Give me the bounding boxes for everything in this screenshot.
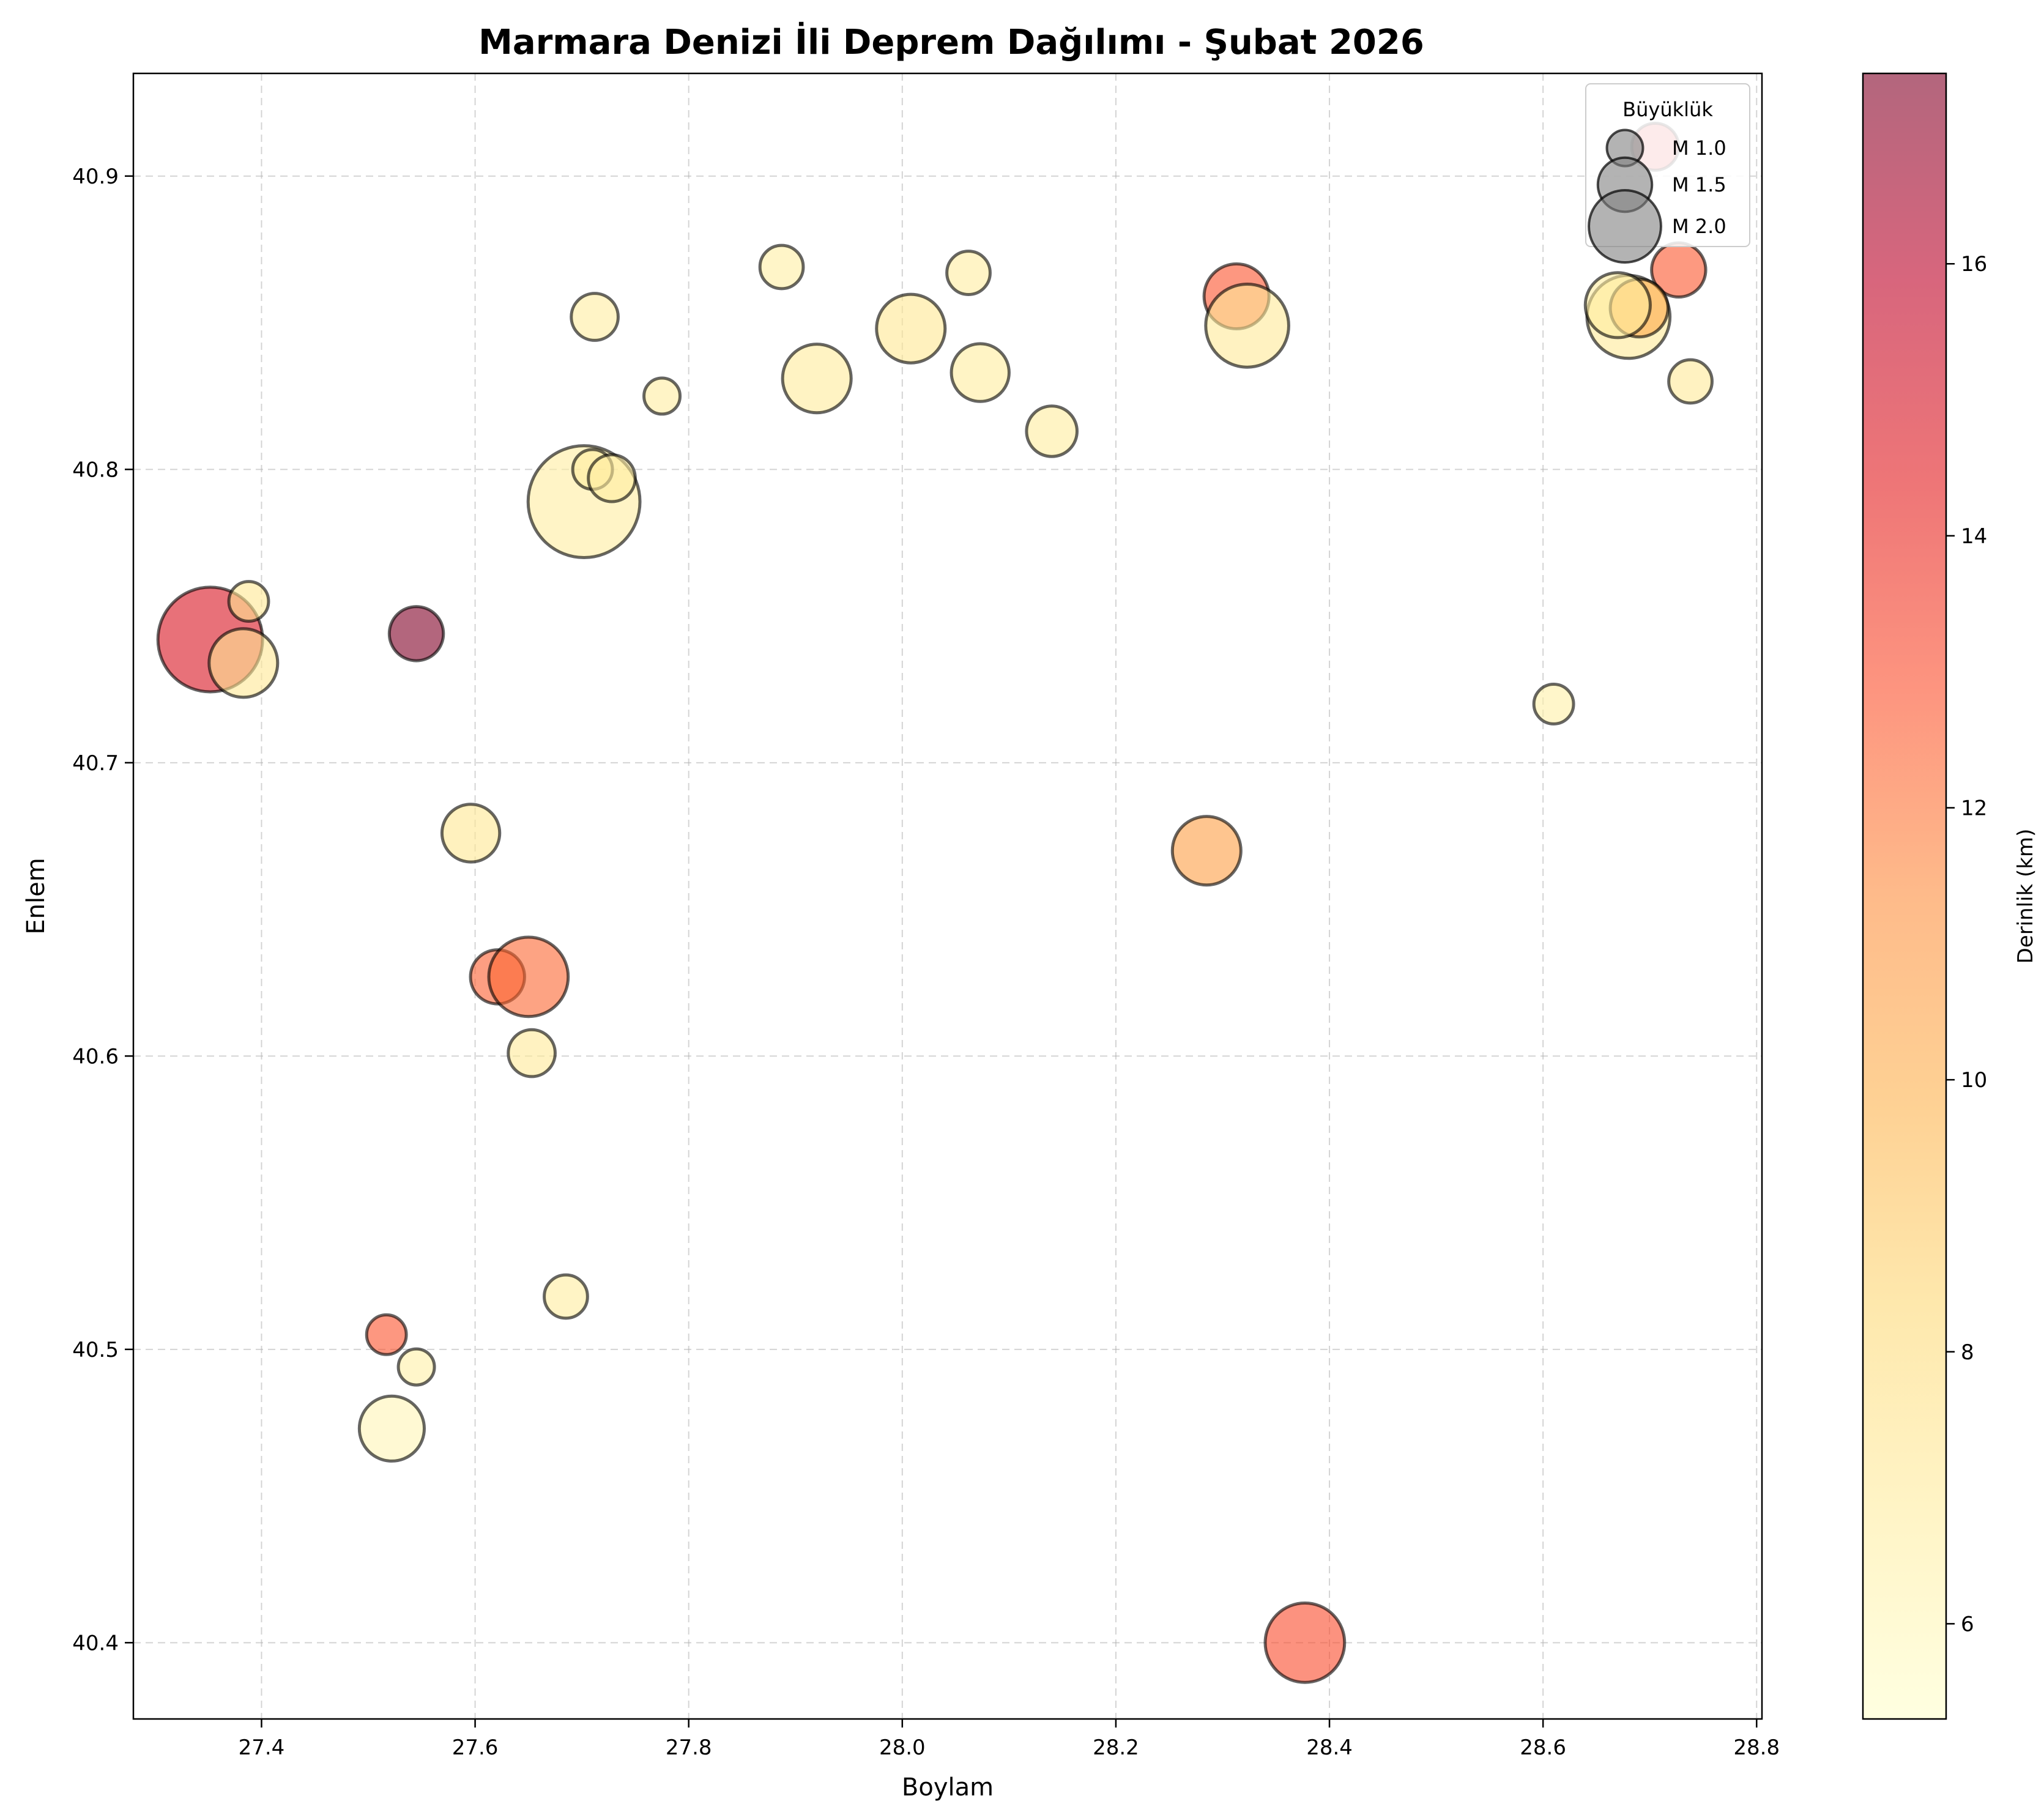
earthquake-point: [357, 1394, 426, 1463]
y-axis-ticks: 40.4 40.5 40.6 40.7 40.8 40.9: [72, 165, 133, 1655]
earthquake-point: [440, 803, 502, 864]
earthquake-point: [945, 250, 992, 296]
earthquake-point: [396, 1347, 436, 1387]
colorbar-tick-label: 6: [1961, 1612, 1974, 1636]
earthquake-point: [1667, 358, 1714, 405]
colorbar-tick-label: 12: [1961, 796, 1987, 820]
legend-label: M 2.0: [1672, 215, 1726, 238]
colorbar-frame: [1862, 72, 1947, 1720]
earthquake-point: [875, 292, 947, 365]
legend-title: Büyüklük: [1622, 98, 1713, 121]
earthquake-point: [587, 453, 637, 503]
x-axis-ticks: 27.4 27.6 27.8 28.0 28.2 28.4 28.6 28.8: [239, 1719, 1780, 1760]
earthquake-point: [1532, 682, 1575, 726]
grid-lines: [133, 73, 1762, 1719]
x-tick-label: 27.8: [666, 1735, 712, 1760]
y-tick-label: 40.8: [72, 458, 119, 482]
earthquake-point: [543, 1273, 589, 1320]
earthquake-point: [507, 1028, 557, 1078]
earthquake-point: [642, 376, 682, 416]
earthquake-point: [758, 243, 805, 291]
colorbar-label: Derinlik (km): [2013, 829, 2038, 964]
x-tick-label: 28.2: [1093, 1735, 1139, 1760]
y-tick-label: 40.4: [72, 1631, 119, 1655]
x-tick-label: 28.0: [879, 1735, 926, 1760]
earthquake-point: [950, 342, 1011, 403]
earthquake-point: [781, 343, 853, 415]
legend-label: M 1.5: [1672, 173, 1726, 196]
colorbar-tick-label: 8: [1961, 1340, 1974, 1365]
earthquake-point: [1025, 404, 1079, 458]
colorbar-ticks: 6 8 10 12 14 16: [1946, 252, 1987, 1636]
plot-frame: [132, 72, 1763, 1720]
earthquake-point: [387, 605, 445, 663]
y-tick-label: 40.6: [72, 1044, 119, 1069]
y-tick-label: 40.9: [72, 165, 119, 189]
earthquake-point: [1170, 815, 1243, 887]
legend-entries: M 1.0 M 1.5 M 2.0: [1588, 128, 1726, 264]
earthquake-point: [1204, 283, 1290, 369]
colorbar-tick-label: 14: [1961, 524, 1987, 549]
x-tick-label: 27.6: [452, 1735, 499, 1760]
chart-title: Marmara Denizi İli Deprem Dağılımı - Şub…: [478, 23, 1424, 62]
data-points: [156, 122, 1714, 1684]
colorbar-tick-label: 10: [1961, 1068, 1987, 1093]
earthquake-point: [207, 627, 280, 699]
x-tick-label: 28.8: [1733, 1735, 1780, 1760]
legend-marker: [1588, 189, 1662, 264]
earthquake-point: [365, 1313, 408, 1356]
y-tick-label: 40.5: [72, 1338, 119, 1362]
colorbar-tick-label: 16: [1961, 252, 1987, 277]
plot-background: [133, 73, 1762, 1719]
legend-label: M 1.0: [1672, 136, 1726, 160]
earthquake-point: [1263, 1601, 1347, 1684]
colorbar-gradient: [1863, 73, 1946, 1719]
x-tick-label: 27.4: [239, 1735, 285, 1760]
x-tick-label: 28.4: [1306, 1735, 1353, 1760]
earthquake-point: [227, 580, 270, 623]
earthquake-point: [487, 935, 570, 1019]
y-axis-label: Enlem: [22, 858, 50, 934]
plot-area: 27.4 27.6 27.8 28.0 28.2 28.4 28.6 28.8 40.440.…: [72, 72, 1780, 1760]
y-tick-label: 40.7: [72, 751, 119, 776]
colorbar: 6 8 10 12 14 16 Derinlik (km): [1862, 72, 2038, 1720]
earthquake-point: [570, 292, 620, 342]
size-legend: Büyüklük M 1.0 M 1.5 M 2.0: [1585, 83, 1750, 264]
earthquake-point: [1583, 271, 1652, 340]
x-axis-label: Boylam: [902, 1773, 994, 1802]
x-tick-label: 28.6: [1520, 1735, 1566, 1760]
